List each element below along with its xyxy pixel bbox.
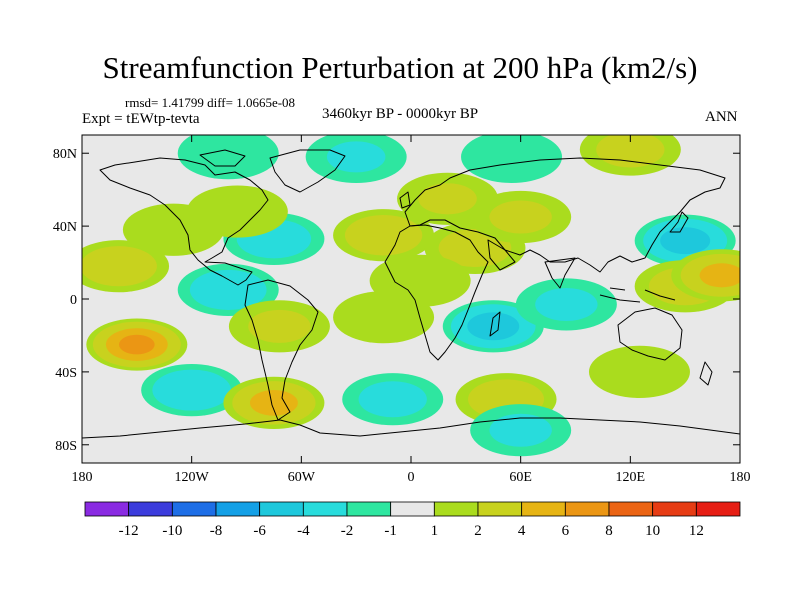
colorbar-label: -1 (384, 523, 397, 539)
contour-cell (461, 135, 563, 183)
colorbar-label: 8 (605, 523, 613, 539)
contour-cell (344, 214, 423, 256)
coast-antarctica (82, 417, 740, 439)
colorbar-box (215, 501, 261, 517)
contour-cell (177, 135, 279, 180)
colorbar-label: -2 (341, 523, 354, 539)
coast-british-isles (399, 191, 411, 209)
contour-cell (489, 413, 552, 447)
coast-new-zealand (699, 361, 713, 386)
colorbar-label: -12 (119, 523, 139, 539)
colorbar-box (259, 501, 304, 517)
coast-madagascar (489, 311, 501, 337)
lat-tick-label: 0 (70, 293, 77, 308)
contour-cell (660, 227, 711, 255)
contour-cell (189, 269, 267, 310)
coast-arctic-islands (199, 149, 246, 167)
colorbar-label: 2 (474, 523, 482, 539)
colorbar-box (433, 501, 479, 517)
colorbar-label: -4 (297, 523, 310, 539)
colorbar-box (521, 501, 566, 517)
colorbar-label: -10 (162, 523, 182, 539)
coast-europe-asia (404, 157, 726, 273)
coast-greenland (269, 149, 346, 193)
colorbar-box (346, 501, 392, 517)
lat-tick-label: 80S (55, 439, 77, 454)
colorbar-box (477, 501, 523, 517)
lon-tick-label: 180 (730, 470, 751, 485)
coast-eurasia-africa (384, 224, 489, 361)
map-title: Streamfunction Perturbation at 200 hPa (… (102, 50, 698, 85)
colorbar-box (652, 501, 697, 517)
contour-cell (358, 381, 427, 418)
map-axes: 80N 40N 0 40S 80S 180 120W 60W 0 60E 120E 180 (53, 135, 751, 485)
colorbar-box (390, 501, 435, 517)
coast-india (544, 257, 576, 289)
contour-cell (186, 185, 288, 238)
lat-tick-label: 80N (53, 147, 77, 162)
coast-north-america (99, 157, 269, 286)
colorbar-box (128, 501, 173, 517)
coast-indonesia (599, 287, 676, 303)
contour-cell (369, 254, 471, 307)
colorbar-label: 1 (431, 523, 439, 539)
experiment-label: Expt = tEWtp-tevta (82, 111, 200, 127)
coastlines (82, 149, 740, 439)
colorbar-box (84, 501, 130, 517)
coast-south-america (244, 279, 319, 421)
colorbar-label: -8 (210, 523, 223, 539)
contour-cell (418, 183, 477, 215)
colorbar-label: 6 (562, 523, 570, 539)
contour-cell (119, 334, 155, 355)
contour-cell (326, 141, 386, 173)
contour-cell (535, 287, 598, 321)
colorbar-label: 10 (645, 523, 660, 539)
coast-australia (617, 307, 683, 361)
stats-text: rmsd= 1.41799 diff= 1.0665e-08 (125, 95, 296, 110)
contour-cell (588, 345, 690, 398)
lon-tick-label: 60W (288, 470, 316, 485)
contour-cell (489, 200, 552, 234)
contour-cell (248, 309, 311, 343)
colorbar-label: 12 (689, 523, 704, 539)
colorbar: -12 -10 -8 -6 -4 -2 -1 1 2 4 6 8 10 12 (84, 501, 741, 539)
lon-tick-label: 120E (616, 470, 646, 485)
contour-cell (249, 389, 298, 416)
colorbar-label: -6 (253, 523, 266, 539)
lon-tick-label: 60E (509, 470, 532, 485)
colorbar-box (171, 501, 217, 517)
lat-tick-label: 40S (55, 366, 77, 381)
lat-tick-label: 40N (53, 220, 77, 235)
lon-tick-label: 180 (72, 470, 93, 485)
contour-field (82, 135, 740, 457)
coast-japan (669, 211, 689, 233)
period-label: 3460kyr BP - 0000kyr BP (322, 106, 479, 122)
contour-cell (699, 263, 740, 288)
coast-arabia (487, 239, 516, 271)
season-label: ANN (705, 109, 738, 125)
lon-tick-label: 0 (408, 470, 415, 485)
colorbar-box (564, 501, 610, 517)
colorbar-box (302, 501, 348, 517)
contour-cell (82, 246, 157, 287)
lon-tick-label: 120W (175, 470, 210, 485)
colorbar-box (608, 501, 654, 517)
contour-cell (467, 312, 520, 341)
colorbar-box (695, 501, 741, 517)
colorbar-label: 4 (518, 523, 526, 539)
contour-cell (152, 369, 231, 411)
